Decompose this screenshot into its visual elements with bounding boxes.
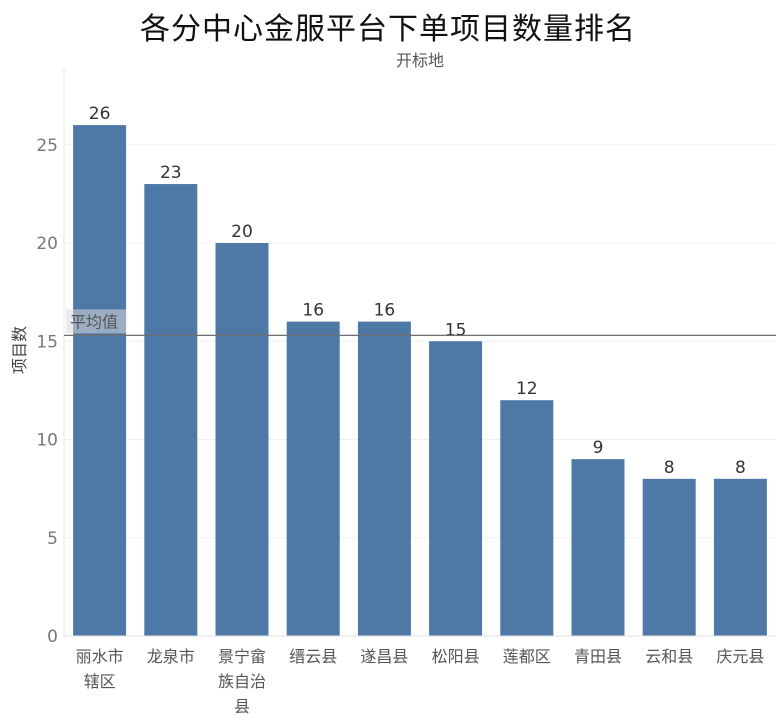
- x-tick-label-line: 松阳县: [432, 647, 480, 666]
- x-tick-label-line: 族自治: [218, 672, 266, 691]
- chart-title: 各分中心金服平台下单项目数量排名: [140, 12, 636, 47]
- x-tick-label-line: 庆元县: [716, 647, 764, 666]
- x-tick-label-line: 辖区: [84, 672, 116, 691]
- x-tick-label: 青田县: [574, 647, 622, 666]
- data-label: 15: [445, 320, 467, 340]
- average-label: 平均值: [70, 312, 118, 331]
- y-tick-label: 5: [47, 529, 58, 549]
- x-tick-label-line: 龙泉市: [147, 647, 195, 666]
- bar: [357, 321, 411, 636]
- x-tick-label-line: 青田县: [574, 647, 622, 666]
- data-label: 16: [302, 301, 324, 321]
- x-tick-label: 庆元县: [716, 647, 764, 666]
- y-tick-label: 20: [36, 234, 58, 254]
- x-tick-label: 缙云县: [289, 647, 337, 666]
- y-tick-label: 0: [47, 627, 58, 647]
- data-label: 20: [231, 222, 253, 242]
- x-axis: 丽水市辖区 龙泉市 景宁畲族自治县 缙云县 遂昌县 松阳县 莲都区 青田县 云和县 庆元县: [64, 635, 776, 716]
- data-label: 23: [160, 163, 182, 183]
- data-label: 26: [89, 104, 111, 124]
- bar: [642, 478, 696, 636]
- y-tick-label: 25: [36, 136, 58, 156]
- y-tick-label: 10: [36, 431, 58, 451]
- average-label-background: [66, 309, 126, 334]
- bar: [286, 321, 340, 636]
- average-reference: 平均值: [64, 309, 776, 337]
- data-label: 9: [593, 438, 604, 458]
- x-tick-label-line: 缙云县: [289, 647, 337, 666]
- x-tick-label-line: 县: [234, 697, 250, 716]
- x-tick-label-line: 云和县: [645, 647, 693, 666]
- x-tick-label: 莲都区: [503, 647, 551, 666]
- x-tick-label: 云和县: [645, 647, 693, 666]
- bar: [500, 400, 554, 636]
- x-tick-label-line: 莲都区: [503, 647, 551, 666]
- x-axis-title: 开标地: [395, 51, 444, 70]
- x-tick-label: 丽水市辖区: [76, 647, 124, 691]
- bars: 26 23 20 16 16 15 12 9 8 8: [73, 104, 767, 637]
- x-tick-label: 松阳县: [432, 647, 480, 666]
- x-tick-label-line: 景宁畲: [218, 647, 266, 666]
- data-label: 8: [735, 458, 746, 478]
- bar: [73, 125, 127, 636]
- bar: [713, 478, 767, 636]
- x-tick-label: 遂昌县: [360, 647, 408, 666]
- y-axis: 0 5 10 15 20 25: [36, 68, 65, 647]
- x-tick-label-line: 丽水市: [76, 647, 124, 666]
- bar: [571, 459, 625, 636]
- data-label: 16: [374, 301, 396, 321]
- bar: [144, 184, 198, 637]
- x-tick-label: 龙泉市: [147, 647, 195, 666]
- bar: [215, 243, 269, 636]
- x-tick-label-line: 遂昌县: [360, 647, 408, 666]
- data-label: 8: [664, 458, 675, 478]
- data-label: 12: [516, 379, 538, 399]
- x-tick-label: 景宁畲族自治县: [218, 647, 266, 716]
- y-tick-label: 15: [36, 332, 58, 352]
- bar: [429, 341, 483, 636]
